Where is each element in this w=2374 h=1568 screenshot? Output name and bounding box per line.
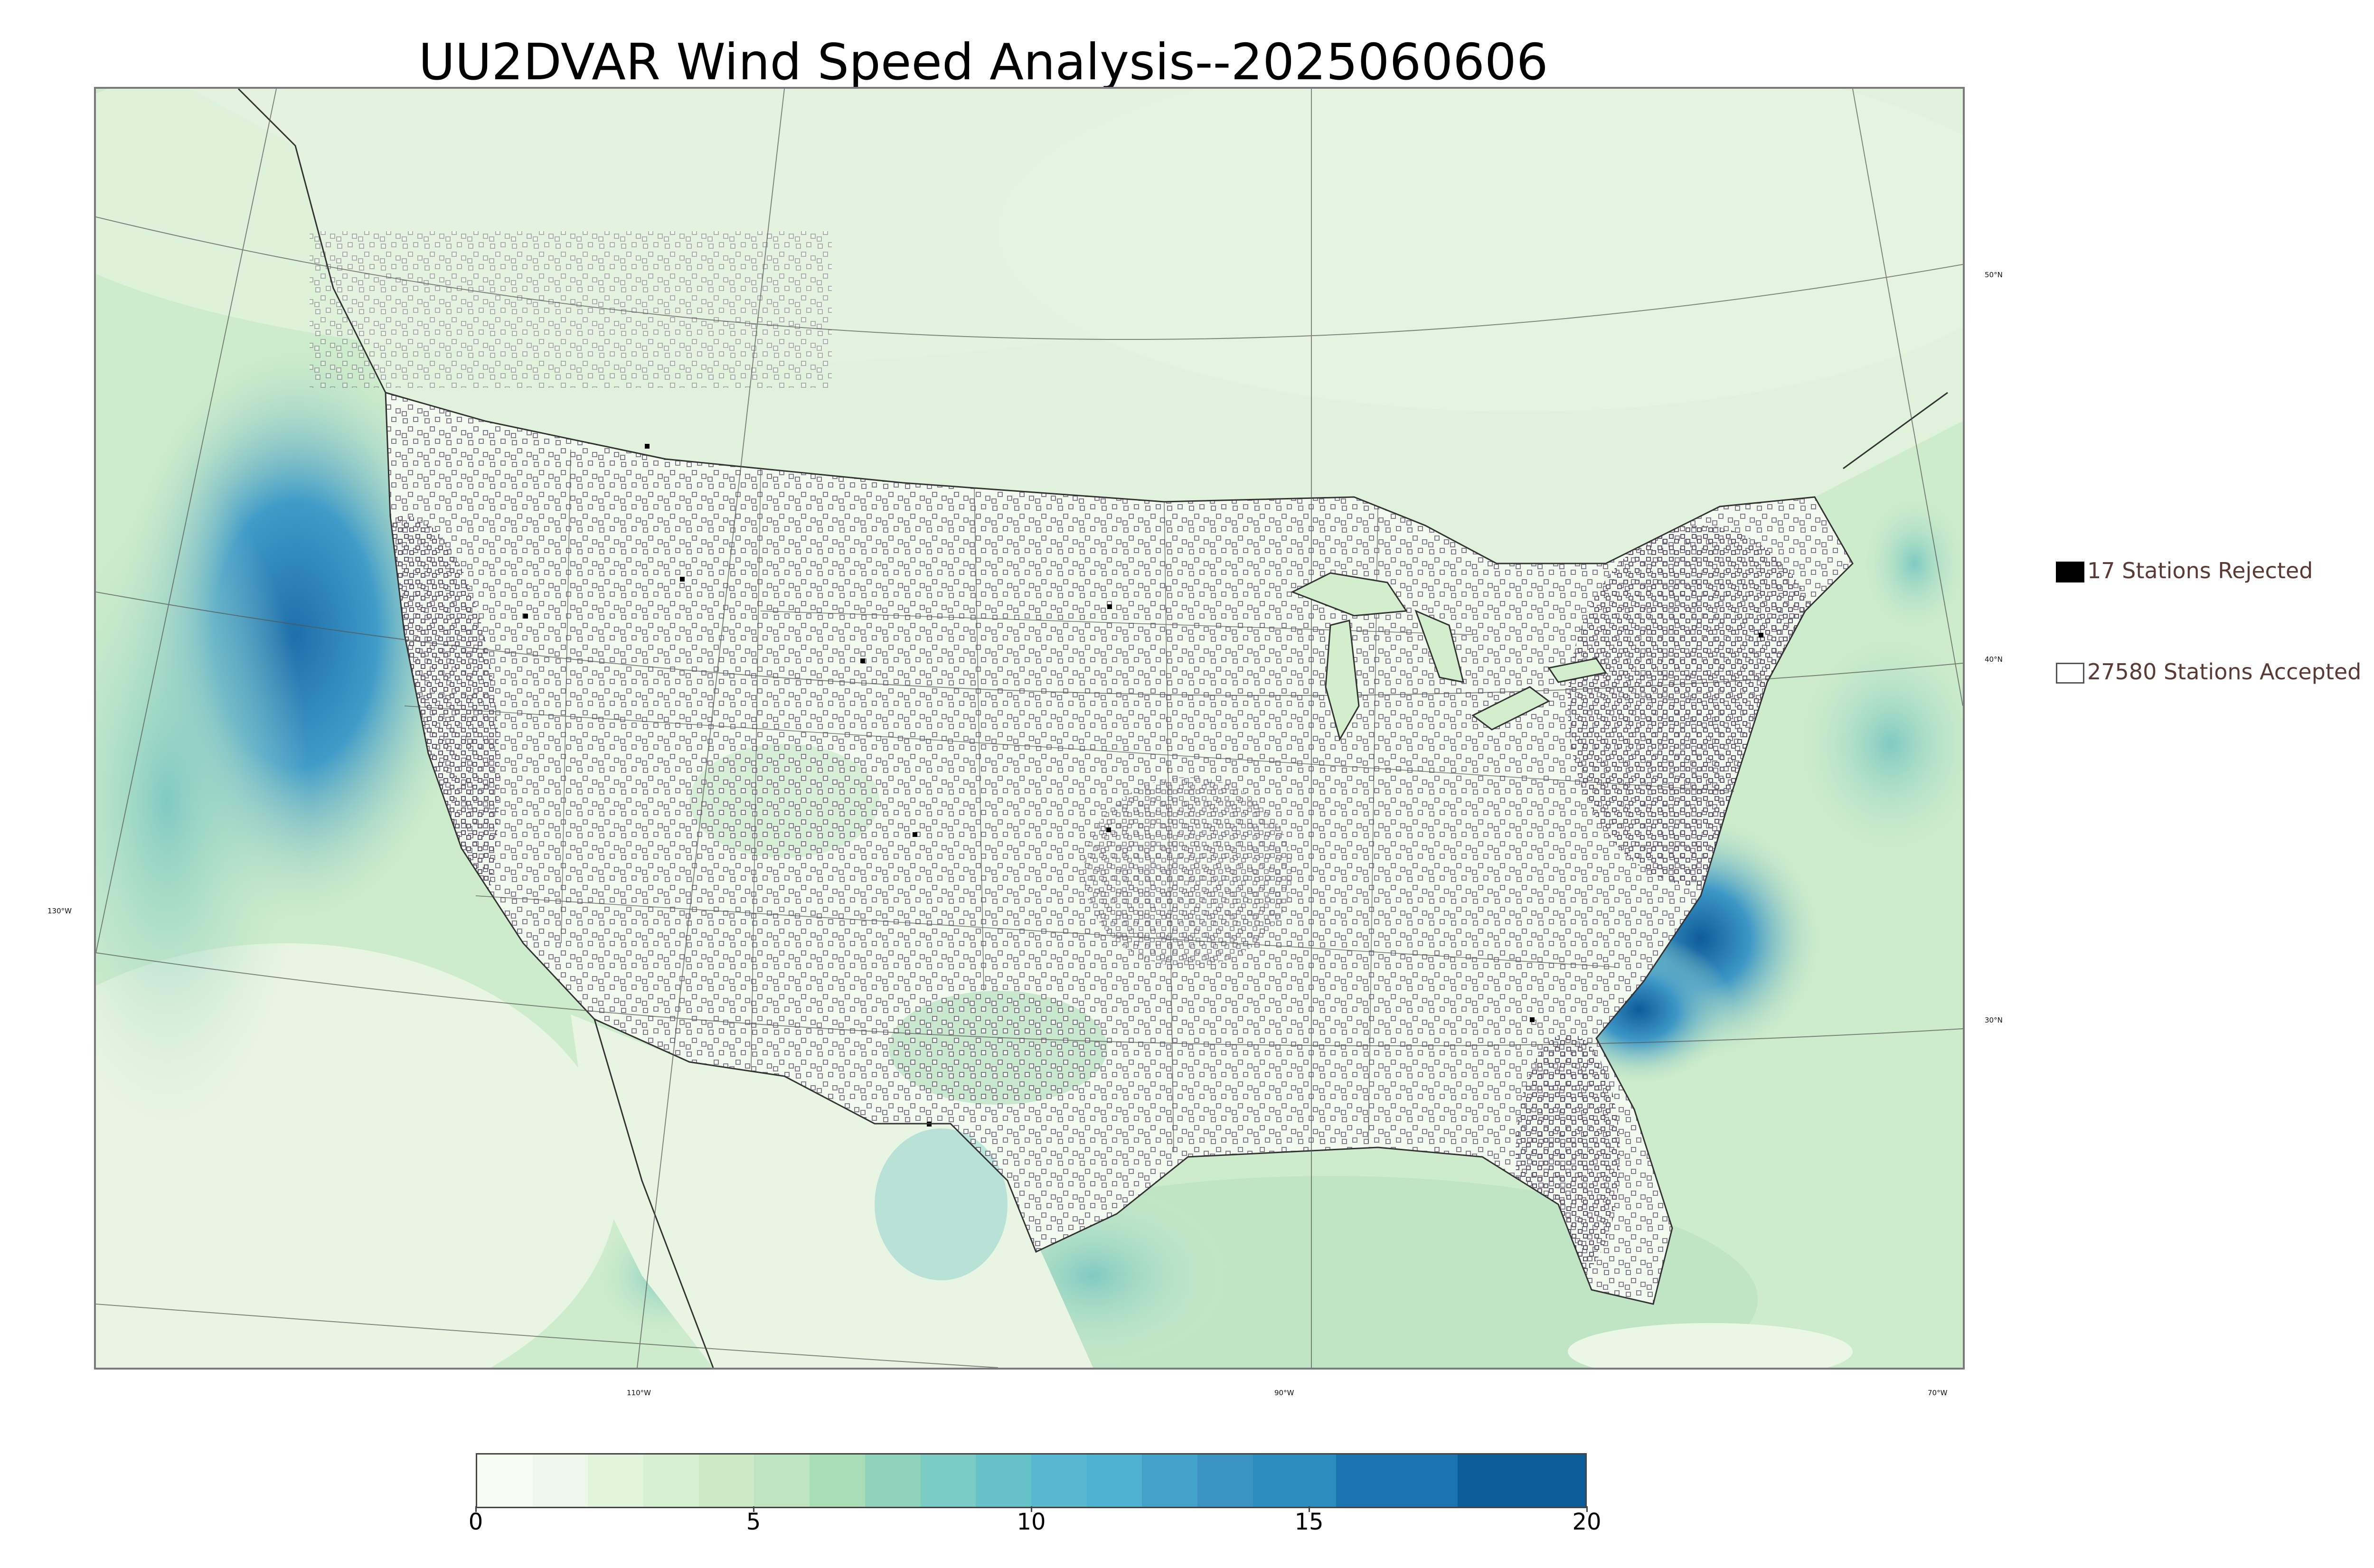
colorbar-segment xyxy=(754,1455,810,1507)
colorbar-segment xyxy=(477,1455,533,1507)
colorbar-tick-label: 5 xyxy=(746,1509,761,1535)
lat-label-50n: 50°N xyxy=(1985,271,2003,279)
colorbar-segment xyxy=(920,1455,976,1507)
colorbar-segment xyxy=(1086,1455,1142,1507)
rejected-station-swatch xyxy=(2056,562,2084,582)
colorbar-tick-label: 20 xyxy=(1572,1509,1602,1535)
colorbar-tick xyxy=(1031,1506,1032,1512)
colorbar-segment xyxy=(865,1455,921,1507)
legend-rejected-label: 17 Stations Rejected xyxy=(2087,558,2313,583)
colorbar-tick-label: 15 xyxy=(1294,1509,1324,1535)
accepted-station-swatch xyxy=(2056,663,2084,684)
colorbar-tick xyxy=(1309,1506,1310,1512)
colorbar-segment xyxy=(1458,1455,1585,1507)
map-title: UU2DVAR Wind Speed Analysis--2025060606 xyxy=(418,33,1548,91)
colorbar-tick xyxy=(475,1506,477,1512)
lat-label-30n: 30°N xyxy=(1985,1016,2003,1024)
colorbar-segment xyxy=(1031,1455,1087,1507)
colorbar-segment xyxy=(588,1455,644,1507)
colorbar-tick-label: 0 xyxy=(468,1509,483,1535)
legend-accepted-label: 27580 Stations Accepted xyxy=(2087,659,2362,685)
colorbar-tick xyxy=(1586,1506,1588,1512)
colorbar-tick xyxy=(753,1506,754,1512)
colorbar-segment xyxy=(1336,1455,1458,1507)
colorbar-segment xyxy=(976,1455,1031,1507)
colorbar-segment xyxy=(810,1455,865,1507)
lon-label-110w: 110°W xyxy=(627,1389,651,1397)
colorbar-segment xyxy=(698,1455,754,1507)
map-canvas xyxy=(96,89,1963,1368)
colorbar-segment xyxy=(532,1455,588,1507)
colorbar-segment xyxy=(1142,1455,1197,1507)
lon-label-130w: 130°W xyxy=(47,907,72,915)
lon-label-70w: 70°W xyxy=(1928,1389,1948,1397)
wind-speed-map xyxy=(94,87,1965,1370)
colorbar-segment xyxy=(643,1455,699,1507)
colorbar-segment xyxy=(1197,1455,1253,1507)
wind-speed-colorbar xyxy=(476,1453,1587,1508)
lat-label-40n: 40°N xyxy=(1985,655,2003,664)
lon-label-90w: 90°W xyxy=(1274,1389,1294,1397)
colorbar-tick-label: 10 xyxy=(1017,1509,1046,1535)
colorbar-segment xyxy=(1253,1455,1336,1507)
